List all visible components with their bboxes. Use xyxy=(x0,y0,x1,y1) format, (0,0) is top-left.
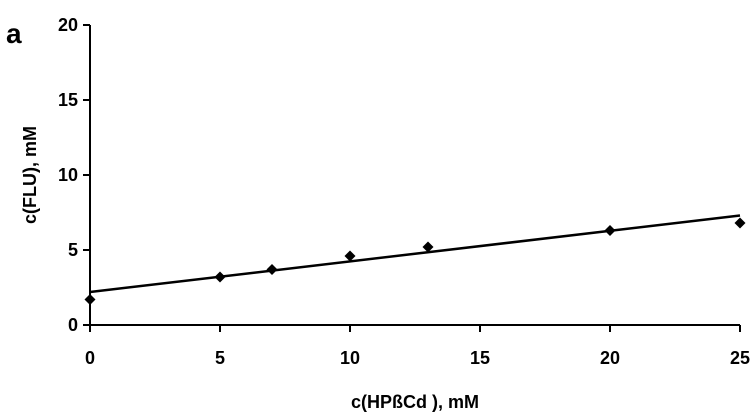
data-point xyxy=(422,241,434,253)
y-tick-label: 10 xyxy=(58,165,78,185)
x-tick-label: 0 xyxy=(85,348,95,368)
y-tick-label: 15 xyxy=(58,90,78,110)
data-point xyxy=(214,271,226,283)
x-tick-label: 10 xyxy=(340,348,360,368)
x-tick-label: 15 xyxy=(470,348,490,368)
x-tick-label: 20 xyxy=(600,348,620,368)
data-point xyxy=(266,264,278,275)
data-points xyxy=(84,217,746,305)
x-tick-label: 25 xyxy=(730,348,750,368)
y-tick-label: 20 xyxy=(58,15,78,35)
data-point xyxy=(734,217,746,229)
data-point xyxy=(84,294,96,305)
y-tick-label: 0 xyxy=(68,315,78,335)
x-axis-label: c(HPßCd ), mM xyxy=(351,392,479,412)
x-tick-labels: 0 5 10 15 20 25 xyxy=(85,348,750,368)
data-point xyxy=(604,225,616,236)
y-tick-labels: 0 5 10 15 20 xyxy=(58,15,78,335)
y-axis-label: c(FLU), mM xyxy=(20,126,40,224)
axis-ticks xyxy=(83,24,741,332)
trendline xyxy=(89,214,741,294)
x-tick-label: 5 xyxy=(215,348,225,368)
panel-label: a xyxy=(6,18,22,49)
data-point xyxy=(344,250,356,262)
y-tick-label: 5 xyxy=(68,240,78,260)
